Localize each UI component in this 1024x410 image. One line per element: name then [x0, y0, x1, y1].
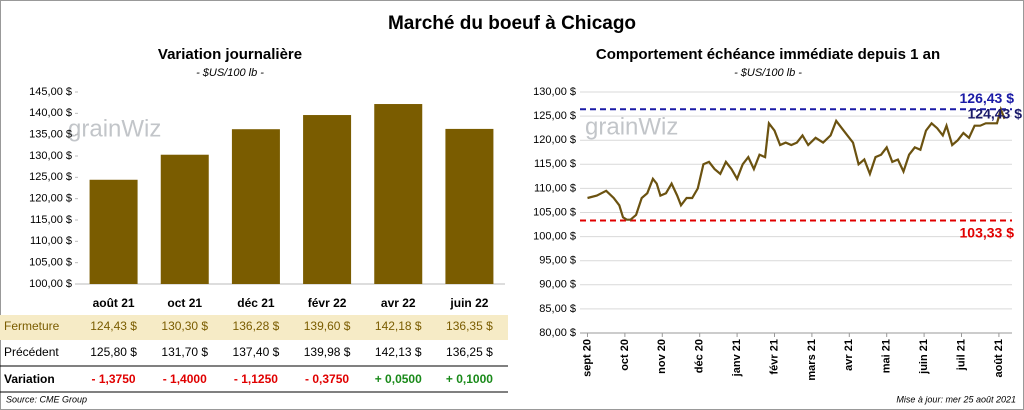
table-cell: - 1,1250: [234, 372, 278, 386]
y-tick-label: 145,00 $: [29, 86, 72, 98]
source: Source: CME Group: [6, 394, 87, 404]
x-tick-label: févr 21: [768, 339, 780, 374]
table-cell: 142,13 $: [375, 345, 422, 359]
table-cell: 125,80 $: [90, 345, 137, 359]
updated: Mise à jour: mer 25 août 2021: [896, 394, 1016, 404]
table-cell: 139,60 $: [304, 319, 351, 333]
bar: [231, 129, 280, 284]
table-cell: - 1,3750: [92, 372, 136, 386]
y-tick-label: 80,00 $: [539, 327, 576, 339]
y-tick-label: 140,00 $: [29, 107, 72, 119]
y-tick-label: 85,00 $: [539, 303, 576, 315]
row-label: Précédent: [4, 345, 59, 359]
x-tick-label: oct 21: [167, 296, 202, 310]
bar: [303, 115, 352, 284]
table-cell: - 0,3750: [305, 372, 349, 386]
table-cell: 136,35 $: [446, 319, 493, 333]
x-tick-label: août 21: [93, 296, 135, 310]
y-tick-label: 110,00 $: [30, 235, 72, 247]
table-cell: 136,28 $: [233, 319, 280, 333]
watermark: grainWiz: [68, 115, 161, 142]
x-tick-label: avr 21: [843, 339, 855, 371]
x-tick-label: mai 21: [881, 339, 893, 373]
table-cell: 130,30 $: [161, 319, 208, 333]
row-label: Variation: [4, 372, 55, 386]
y-tick-label: 115,00 $: [534, 158, 576, 170]
table-cell: + 0,0500: [375, 372, 422, 386]
x-tick-label: déc 21: [237, 296, 275, 310]
x-tick-label: févr 22: [308, 296, 347, 310]
y-tick-label: 130,00 $: [533, 86, 576, 98]
bar: [89, 179, 138, 284]
y-tick-label: 135,00 $: [29, 129, 72, 141]
chart-title: Comportement échéance immédiate depuis 1…: [596, 46, 940, 63]
table-cell: + 0,1000: [446, 372, 493, 386]
table-cell: 124,43 $: [90, 319, 137, 333]
row-highlight: [0, 315, 508, 340]
table-cell: 142,18 $: [375, 319, 422, 333]
table-cell: 139,98 $: [304, 345, 351, 359]
x-tick-label: avr 22: [381, 296, 416, 310]
y-tick-label: 120,00 $: [533, 134, 576, 146]
watermark: grainWiz: [585, 113, 678, 140]
y-tick-label: 115,00 $: [30, 214, 72, 226]
chart-subtitle: - $US/100 lb -: [734, 67, 802, 79]
reference-label: 126,43 $: [960, 90, 1015, 106]
x-tick-label: mars 21: [806, 339, 818, 381]
y-tick-label: 130,00 $: [29, 150, 72, 162]
y-tick-label: 125,00 $: [533, 110, 576, 122]
x-tick-label: sept 20: [581, 339, 593, 377]
x-tick-label: juil 21: [955, 339, 967, 371]
y-tick-label: 100,00 $: [533, 231, 576, 243]
chart-subtitle: - $US/100 lb -: [196, 67, 264, 79]
x-tick-label: oct 20: [619, 339, 631, 371]
line: [587, 105, 1006, 221]
bar: [445, 128, 494, 284]
page-title: Marché du boeuf à Chicago: [388, 13, 636, 34]
table-cell: - 1,4000: [163, 372, 207, 386]
chart-title: Variation journalière: [158, 46, 302, 63]
y-tick-label: 90,00 $: [539, 279, 576, 291]
bar: [374, 104, 423, 284]
reference-label: 103,33 $: [960, 224, 1015, 240]
table-cell: 136,25 $: [446, 345, 493, 359]
end-label: 124,43 $: [968, 106, 1023, 122]
x-tick-label: déc 20: [694, 339, 706, 373]
x-tick-label: juin 22: [449, 296, 488, 310]
y-tick-label: 105,00 $: [533, 206, 576, 218]
y-tick-label: 105,00 $: [29, 257, 72, 269]
x-tick-label: nov 20: [656, 339, 668, 374]
bar: [160, 154, 209, 284]
y-tick-label: 120,00 $: [29, 193, 72, 205]
x-tick-label: janv 21: [731, 339, 743, 377]
x-tick-label: juin 21: [918, 339, 930, 375]
y-tick-label: 110,00 $: [534, 182, 576, 194]
x-tick-label: août 21: [993, 339, 1005, 378]
y-tick-label: 95,00 $: [539, 255, 576, 267]
y-tick-label: 125,00 $: [29, 171, 72, 183]
table-cell: 137,40 $: [233, 345, 280, 359]
row-label: Fermeture: [4, 319, 60, 333]
y-tick-label: 100,00 $: [29, 278, 72, 290]
table-cell: 131,70 $: [161, 345, 208, 359]
